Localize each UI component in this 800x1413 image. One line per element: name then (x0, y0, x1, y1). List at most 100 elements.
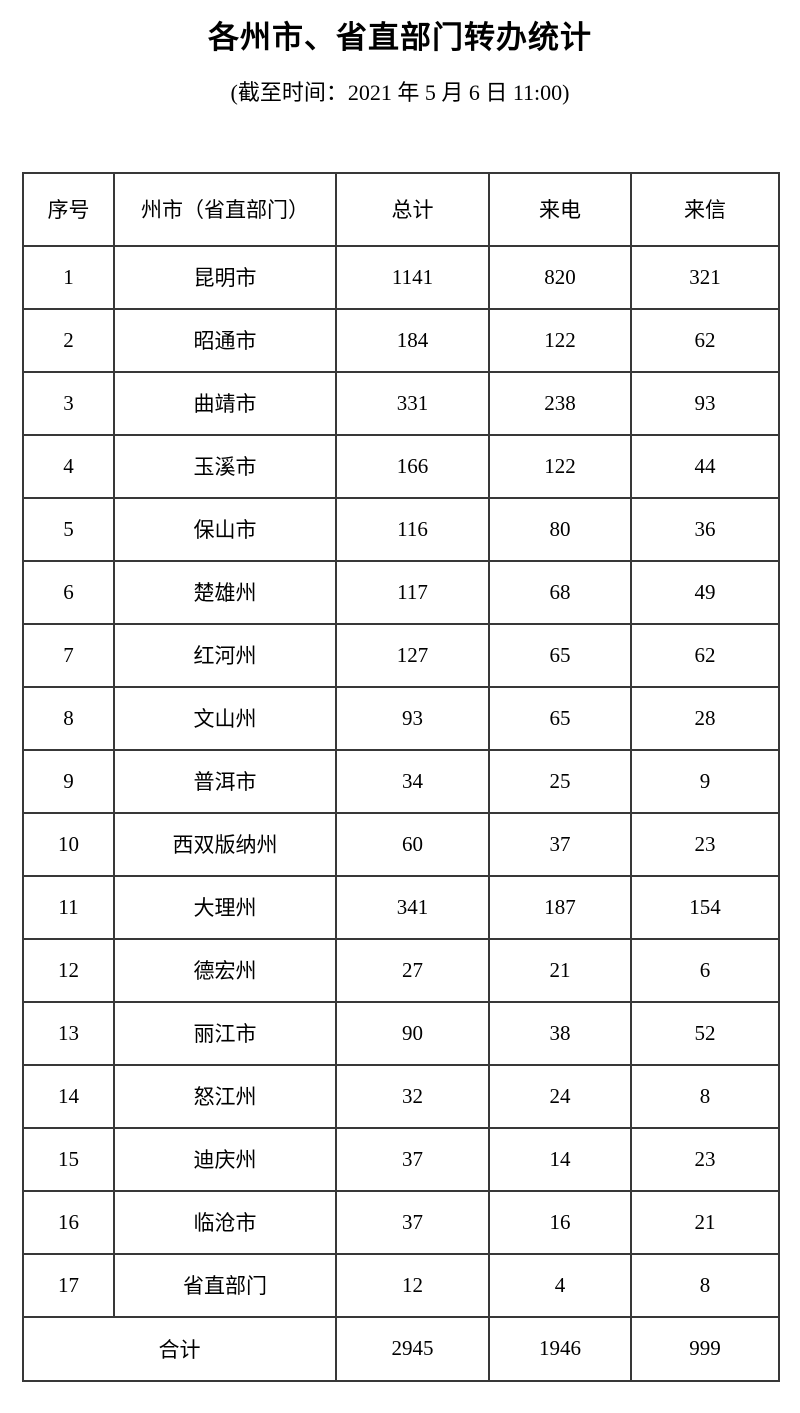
table-row: 17 省直部门 12 4 8 (22, 1252, 780, 1318)
table-row: 9 普洱市 34 25 9 (22, 748, 780, 814)
cell-total: 184 (335, 307, 490, 373)
total-calls-cell: 1946 (488, 1315, 632, 1382)
cell-total: 127 (335, 622, 490, 688)
cell-total: 116 (335, 496, 490, 562)
cell-region: 大理州 (113, 874, 337, 940)
cell-letters: 8 (630, 1063, 780, 1129)
column-header-no: 序号 (22, 171, 115, 247)
table-row: 15 迪庆州 37 14 23 (22, 1126, 780, 1192)
cell-no: 12 (22, 937, 115, 1003)
column-header-letters: 来信 (630, 171, 780, 247)
cell-total: 331 (335, 370, 490, 436)
cell-no: 8 (22, 685, 115, 751)
cell-region: 曲靖市 (113, 370, 337, 436)
cell-region: 玉溪市 (113, 433, 337, 499)
table-row: 11 大理州 341 187 154 (22, 874, 780, 940)
cell-letters: 9 (630, 748, 780, 814)
cell-no: 17 (22, 1252, 115, 1318)
cell-region: 临沧市 (113, 1189, 337, 1255)
cell-total: 93 (335, 685, 490, 751)
cell-calls: 80 (488, 496, 632, 562)
cell-calls: 65 (488, 685, 632, 751)
table-row: 6 楚雄州 117 68 49 (22, 559, 780, 625)
cell-region: 昭通市 (113, 307, 337, 373)
cell-region: 文山州 (113, 685, 337, 751)
cell-region: 昆明市 (113, 244, 337, 310)
cell-letters: 62 (630, 622, 780, 688)
cell-total: 117 (335, 559, 490, 625)
total-row: 合计 2945 1946 999 (22, 1315, 780, 1382)
cell-region: 省直部门 (113, 1252, 337, 1318)
table-row: 16 临沧市 37 16 21 (22, 1189, 780, 1255)
table-row: 13 丽江市 90 38 52 (22, 1000, 780, 1066)
table-row: 14 怒江州 32 24 8 (22, 1063, 780, 1129)
cell-no: 14 (22, 1063, 115, 1129)
cell-calls: 65 (488, 622, 632, 688)
total-label: 合计 (22, 1315, 337, 1382)
cell-letters: 44 (630, 433, 780, 499)
cell-calls: 38 (488, 1000, 632, 1066)
cell-letters: 93 (630, 370, 780, 436)
cell-total: 341 (335, 874, 490, 940)
cell-letters: 62 (630, 307, 780, 373)
cell-total: 27 (335, 937, 490, 1003)
cell-region: 怒江州 (113, 1063, 337, 1129)
table-footer: 合计 2945 1946 999 (22, 1315, 780, 1382)
cell-letters: 154 (630, 874, 780, 940)
cell-region: 丽江市 (113, 1000, 337, 1066)
table-header: 序号 州市（省直部门） 总计 来电 来信 (22, 171, 780, 247)
cell-calls: 37 (488, 811, 632, 877)
table-row: 5 保山市 116 80 36 (22, 496, 780, 562)
total-sum-cell: 2945 (335, 1315, 490, 1382)
table-row: 1 昆明市 1141 820 321 (22, 244, 780, 310)
cell-calls: 187 (488, 874, 632, 940)
cell-no: 10 (22, 811, 115, 877)
cell-total: 37 (335, 1126, 490, 1192)
cell-letters: 52 (630, 1000, 780, 1066)
cell-region: 红河州 (113, 622, 337, 688)
table-row: 7 红河州 127 65 62 (22, 622, 780, 688)
cell-no: 15 (22, 1126, 115, 1192)
cell-no: 7 (22, 622, 115, 688)
table-row: 10 西双版纳州 60 37 23 (22, 811, 780, 877)
cell-letters: 49 (630, 559, 780, 625)
cell-calls: 16 (488, 1189, 632, 1255)
table-row: 8 文山州 93 65 28 (22, 685, 780, 751)
cell-total: 12 (335, 1252, 490, 1318)
cell-calls: 122 (488, 433, 632, 499)
cell-no: 9 (22, 748, 115, 814)
cell-no: 11 (22, 874, 115, 940)
column-header-region: 州市（省直部门） (113, 171, 337, 247)
cell-letters: 8 (630, 1252, 780, 1318)
cell-no: 3 (22, 370, 115, 436)
cell-total: 166 (335, 433, 490, 499)
cell-total: 90 (335, 1000, 490, 1066)
cell-total: 37 (335, 1189, 490, 1255)
cell-total: 32 (335, 1063, 490, 1129)
cell-total: 1141 (335, 244, 490, 310)
cell-letters: 28 (630, 685, 780, 751)
table-row: 12 德宏州 27 21 6 (22, 937, 780, 1003)
table-body: 1 昆明市 1141 820 321 2 昭通市 184 122 62 3 曲靖市 331 238 93 4 玉… (22, 244, 780, 1318)
page-subtitle: (截至时间：2021 年 5 月 6 日 11:00) (230, 80, 570, 106)
cell-calls: 122 (488, 307, 632, 373)
header-row: 序号 州市（省直部门） 总计 来电 来信 (22, 171, 780, 247)
cell-letters: 6 (630, 937, 780, 1003)
cell-no: 5 (22, 496, 115, 562)
cell-letters: 23 (630, 1126, 780, 1192)
cell-no: 1 (22, 244, 115, 310)
cell-calls: 68 (488, 559, 632, 625)
cell-region: 西双版纳州 (113, 811, 337, 877)
cell-calls: 21 (488, 937, 632, 1003)
cell-letters: 36 (630, 496, 780, 562)
column-header-total: 总计 (335, 171, 490, 247)
cell-region: 楚雄州 (113, 559, 337, 625)
cell-region: 德宏州 (113, 937, 337, 1003)
page: 各州市、省直部门转办统计 (截至时间：2021 年 5 月 6 日 11:00)… (22, 20, 780, 1382)
cell-letters: 321 (630, 244, 780, 310)
cell-total: 60 (335, 811, 490, 877)
cell-no: 6 (22, 559, 115, 625)
cell-letters: 21 (630, 1189, 780, 1255)
total-letters-cell: 999 (630, 1315, 780, 1382)
cell-no: 4 (22, 433, 115, 499)
